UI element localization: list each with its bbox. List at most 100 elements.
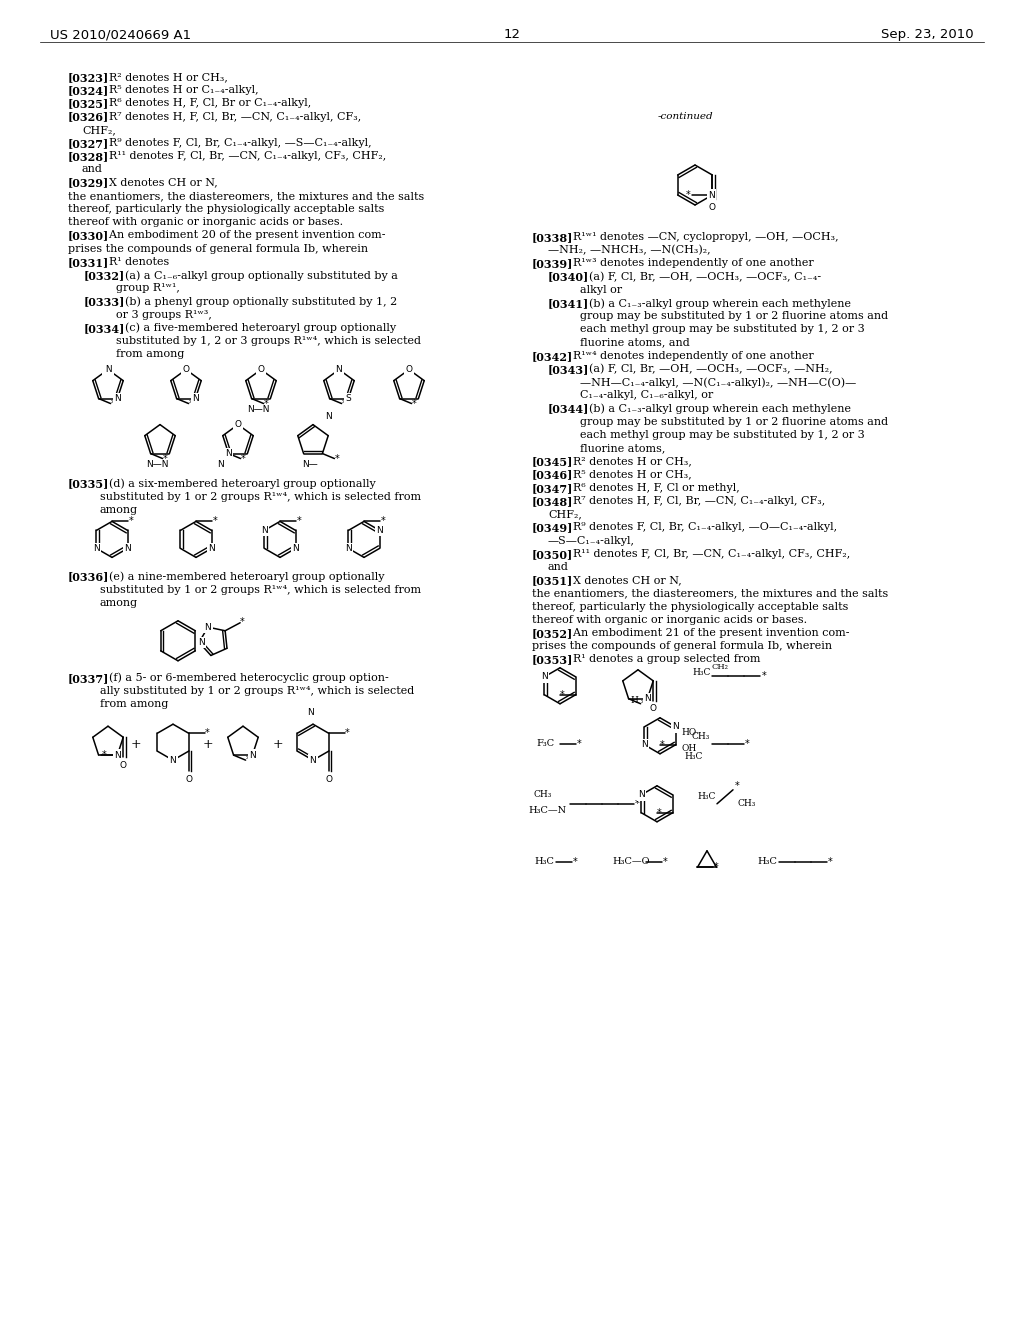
Text: N: N xyxy=(93,544,99,553)
Text: or 3 groups R¹ʷ³,: or 3 groups R¹ʷ³, xyxy=(116,310,212,319)
Text: N: N xyxy=(336,366,342,374)
Text: R¹ʷ⁴ denotes independently of one another: R¹ʷ⁴ denotes independently of one anothe… xyxy=(566,351,814,360)
Text: —NH₂, —NHCH₃, —N(CH₃)₂,: —NH₂, —NHCH₃, —N(CH₃)₂, xyxy=(548,246,711,256)
Text: H₃C: H₃C xyxy=(684,752,702,760)
Text: R¹ denotes a group selected from: R¹ denotes a group selected from xyxy=(566,655,761,664)
Text: R⁷ denotes H, F, Cl, Br, —CN, C₁₋₄-alkyl, CF₃,: R⁷ denotes H, F, Cl, Br, —CN, C₁₋₄-alkyl… xyxy=(566,496,825,506)
Text: N: N xyxy=(170,755,176,764)
Text: (b) a C₁₋₃-alkyl group wherein each methylene: (b) a C₁₋₃-alkyl group wherein each meth… xyxy=(583,404,851,414)
Text: [0325]: [0325] xyxy=(68,99,110,110)
Text: *: * xyxy=(560,690,565,700)
Text: HO: HO xyxy=(681,727,696,737)
Text: —S—C₁₋₄-alkyl,: —S—C₁₋₄-alkyl, xyxy=(548,536,635,545)
Text: group R¹ʷ¹,: group R¹ʷ¹, xyxy=(116,284,180,293)
Text: OH: OH xyxy=(681,743,696,752)
Text: *: * xyxy=(205,729,210,738)
Text: X denotes CH or N,: X denotes CH or N, xyxy=(102,178,218,187)
Text: each methyl group may be substituted by 1, 2 or 3: each methyl group may be substituted by … xyxy=(580,325,864,334)
Text: *: * xyxy=(102,750,106,760)
Text: (b) a C₁₋₃-alkyl group wherein each methylene: (b) a C₁₋₃-alkyl group wherein each meth… xyxy=(583,298,851,309)
Text: R¹ʷ³ denotes independently of one another: R¹ʷ³ denotes independently of one anothe… xyxy=(566,259,814,268)
Text: O: O xyxy=(406,366,413,374)
Text: N: N xyxy=(103,366,113,374)
Text: N: N xyxy=(114,395,121,403)
Text: US 2010/0240669 A1: US 2010/0240669 A1 xyxy=(50,28,191,41)
Text: [0331]: [0331] xyxy=(68,257,110,268)
Text: N—N: N—N xyxy=(145,461,168,469)
Text: N: N xyxy=(217,461,223,469)
Text: [0349]: [0349] xyxy=(532,523,573,533)
Text: fluorine atoms, and: fluorine atoms, and xyxy=(580,338,690,347)
Text: C₁₋₄-alkyl, C₁₋₆-alkyl, or: C₁₋₄-alkyl, C₁₋₆-alkyl, or xyxy=(580,391,714,400)
Text: N: N xyxy=(208,544,215,553)
Text: from among: from among xyxy=(116,350,184,359)
Text: thereof with organic or inorganic acids or bases.: thereof with organic or inorganic acids … xyxy=(532,615,807,624)
Text: N—N: N—N xyxy=(247,405,269,414)
Text: [0323]: [0323] xyxy=(68,73,110,83)
Text: (b) a phenyl group optionally substituted by 1, 2: (b) a phenyl group optionally substitute… xyxy=(118,297,397,308)
Text: *: * xyxy=(240,616,245,627)
Text: +: + xyxy=(272,738,284,751)
Text: O: O xyxy=(234,420,242,429)
Text: [0351]: [0351] xyxy=(532,576,573,586)
Text: (a) F, Cl, Br, —OH, —OCH₃, —OCF₃, —NH₂,: (a) F, Cl, Br, —OH, —OCH₃, —OCF₃, —NH₂, xyxy=(583,364,833,375)
Text: [0329]: [0329] xyxy=(68,178,110,189)
Text: *: * xyxy=(827,857,833,867)
Text: (a) a C₁₋₆-alkyl group optionally substituted by a: (a) a C₁₋₆-alkyl group optionally substi… xyxy=(118,271,398,281)
Text: and: and xyxy=(548,562,569,572)
Text: N—: N— xyxy=(302,461,317,469)
Text: CHF₂,: CHF₂, xyxy=(82,125,116,135)
Text: [0330]: [0330] xyxy=(68,231,110,242)
Text: [0328]: [0328] xyxy=(68,152,110,162)
Text: *: * xyxy=(657,808,662,818)
Text: *: * xyxy=(641,698,646,709)
Text: [0352]: [0352] xyxy=(532,628,573,639)
Text: CHF₂,: CHF₂, xyxy=(548,510,582,519)
Text: [0324]: [0324] xyxy=(68,86,110,96)
Text: *: * xyxy=(264,399,269,409)
Text: *: * xyxy=(112,399,116,409)
Text: [0333]: [0333] xyxy=(84,297,125,308)
Text: N: N xyxy=(292,544,299,553)
Text: An embodiment 20 of the present invention com-: An embodiment 20 of the present inventio… xyxy=(102,231,386,240)
Text: *: * xyxy=(189,399,194,409)
Text: the enantiomers, the diastereomers, the mixtures and the salts: the enantiomers, the diastereomers, the … xyxy=(68,191,424,201)
Text: (c) a five-membered heteroaryl group optionally: (c) a five-membered heteroaryl group opt… xyxy=(118,323,396,334)
Text: N: N xyxy=(326,412,333,421)
Text: *: * xyxy=(577,739,582,748)
Text: H₃C: H₃C xyxy=(757,857,777,866)
Text: *: * xyxy=(413,399,417,409)
Text: *: * xyxy=(335,454,340,463)
Text: R¹¹ denotes F, Cl, Br, —CN, C₁₋₄-alkyl, CF₃, CHF₂,: R¹¹ denotes F, Cl, Br, —CN, C₁₋₄-alkyl, … xyxy=(566,549,851,558)
Text: R⁹ denotes F, Cl, Br, C₁₋₄-alkyl, —O—C₁₋₄-alkyl,: R⁹ denotes F, Cl, Br, C₁₋₄-alkyl, —O—C₁₋… xyxy=(566,523,838,532)
Text: group may be substituted by 1 or 2 fluorine atoms and: group may be substituted by 1 or 2 fluor… xyxy=(580,312,888,321)
Text: [0327]: [0327] xyxy=(68,139,110,149)
Text: N: N xyxy=(114,751,121,759)
Text: *: * xyxy=(342,399,347,409)
Text: (f) a 5- or 6-membered heterocyclic group option-: (f) a 5- or 6-membered heterocyclic grou… xyxy=(102,673,389,684)
Text: N: N xyxy=(249,751,256,759)
Text: An embodiment 21 of the present invention com-: An embodiment 21 of the present inventio… xyxy=(566,628,850,638)
Text: F₃C: F₃C xyxy=(536,739,554,748)
Text: *: * xyxy=(297,516,301,527)
Text: N: N xyxy=(641,741,648,750)
Text: H: H xyxy=(631,696,638,705)
Text: *: * xyxy=(213,516,217,527)
Text: N: N xyxy=(708,190,715,199)
Text: R² denotes H or CH₃,: R² denotes H or CH₃, xyxy=(102,73,228,82)
Text: [0337]: [0337] xyxy=(68,673,110,684)
Text: N: N xyxy=(124,544,131,553)
Text: *: * xyxy=(129,516,133,527)
Text: Sep. 23, 2010: Sep. 23, 2010 xyxy=(882,28,974,41)
Text: H₃C: H₃C xyxy=(692,668,711,677)
Text: -continued: -continued xyxy=(658,112,714,121)
Text: the enantiomers, the diastereomers, the mixtures and the salts: the enantiomers, the diastereomers, the … xyxy=(532,589,888,598)
Text: [0350]: [0350] xyxy=(532,549,573,560)
Text: *: * xyxy=(163,454,168,463)
Text: prises the compounds of general formula Ib, wherein: prises the compounds of general formula … xyxy=(68,244,368,253)
Text: among: among xyxy=(100,506,138,515)
Text: [0344]: [0344] xyxy=(548,404,590,414)
Text: S: S xyxy=(345,395,351,403)
Text: fluorine atoms,: fluorine atoms, xyxy=(580,444,666,453)
Text: *: * xyxy=(660,739,665,750)
